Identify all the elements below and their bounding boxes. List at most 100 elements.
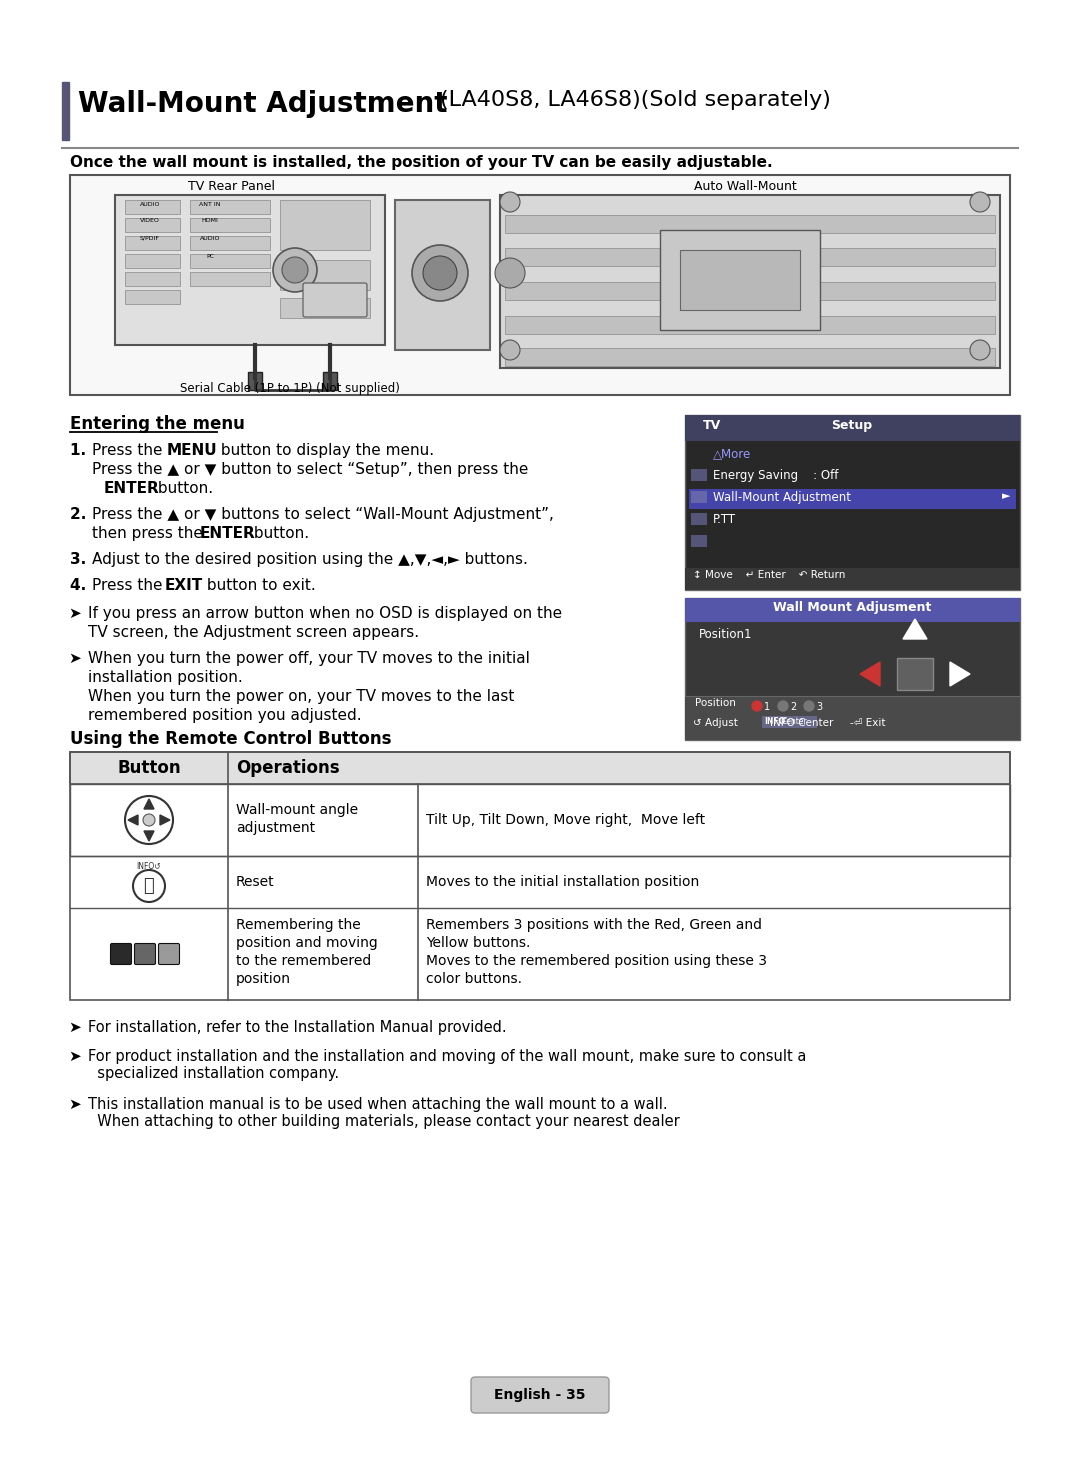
Text: EXIT: EXIT	[165, 578, 203, 593]
Text: Tilt Up, Tilt Down, Move right,  Move left: Tilt Up, Tilt Down, Move right, Move lef…	[426, 813, 705, 827]
Text: Using the Remote Control Buttons: Using the Remote Control Buttons	[70, 730, 391, 748]
Text: then press the: then press the	[92, 526, 207, 542]
Text: Press the: Press the	[92, 578, 167, 593]
Circle shape	[495, 258, 525, 289]
Text: When you turn the power on, your TV moves to the last: When you turn the power on, your TV move…	[87, 689, 514, 704]
Text: INFO: INFO	[764, 717, 785, 726]
Bar	[897, 658, 933, 690]
Circle shape	[804, 701, 814, 711]
Text: Button: Button	[118, 760, 180, 777]
Text: If you press an arrow button when no OSD is displayed on the: If you press an arrow button when no OSD…	[87, 606, 562, 621]
Text: (LA40S8, LA46S8)(Sold separately): (LA40S8, LA46S8)(Sold separately)	[440, 90, 831, 110]
Text: button.: button.	[153, 481, 213, 496]
Bar	[500, 194, 1000, 368]
Text: Press the ▲ or ▼ buttons to select “Wall-Mount Adjustment”,: Press the ▲ or ▼ buttons to select “Wall…	[92, 506, 554, 523]
Text: Wall-mount angle: Wall-mount angle	[237, 804, 359, 817]
Text: Adjust to the desired position using the ▲,▼,◄,► buttons.: Adjust to the desired position using the…	[92, 552, 528, 567]
Bar	[689, 489, 1016, 509]
Bar	[125, 290, 180, 305]
Text: button to display the menu.: button to display the menu.	[216, 443, 434, 458]
Bar	[505, 247, 995, 266]
Text: ➤: ➤	[68, 1050, 81, 1064]
Circle shape	[423, 256, 457, 290]
Bar	[190, 200, 270, 213]
Bar	[680, 250, 800, 311]
Text: Energy Saving    : Off: Energy Saving : Off	[713, 470, 838, 481]
Text: Reset: Reset	[237, 874, 274, 889]
Text: Wall Mount Adjusment: Wall Mount Adjusment	[773, 601, 931, 614]
Text: ↺ Adjust: ↺ Adjust	[693, 718, 738, 729]
Circle shape	[500, 191, 519, 212]
Text: 3: 3	[816, 702, 822, 712]
Bar	[685, 598, 1020, 623]
Text: 3.: 3.	[70, 552, 92, 567]
Text: Remembers 3 positions with the Red, Green and: Remembers 3 positions with the Red, Gree…	[426, 919, 762, 932]
Text: Wall-Mount Adjustment: Wall-Mount Adjustment	[713, 492, 851, 503]
Bar	[660, 230, 820, 330]
Text: ➤: ➤	[68, 1020, 81, 1035]
Polygon shape	[860, 662, 880, 686]
Bar	[190, 272, 270, 286]
Text: AUDIO: AUDIO	[200, 236, 220, 241]
Text: Setup: Setup	[832, 420, 873, 431]
Bar	[505, 283, 995, 300]
Text: This installation manual is to be used when attaching the wall mount to a wall.
: This installation manual is to be used w…	[87, 1097, 679, 1129]
Bar	[190, 255, 270, 268]
FancyBboxPatch shape	[303, 283, 367, 316]
Circle shape	[273, 247, 318, 291]
Bar	[62, 82, 69, 140]
Text: VIDEO: VIDEO	[140, 218, 160, 222]
Bar	[125, 236, 180, 250]
Circle shape	[778, 701, 788, 711]
Text: When you turn the power off, your TV moves to the initial: When you turn the power off, your TV mov…	[87, 651, 530, 665]
Text: ANT IN: ANT IN	[199, 202, 220, 208]
Text: adjustment: adjustment	[237, 821, 315, 835]
Text: ➤: ➤	[68, 651, 81, 665]
FancyBboxPatch shape	[159, 944, 179, 964]
Text: TV: TV	[703, 420, 721, 431]
Circle shape	[411, 244, 468, 300]
Bar	[691, 534, 707, 548]
Text: color buttons.: color buttons.	[426, 972, 522, 986]
Text: AUDIO: AUDIO	[139, 202, 160, 208]
Bar	[248, 372, 262, 390]
Polygon shape	[129, 815, 138, 824]
Bar	[685, 415, 1020, 590]
Text: to the remembered: to the remembered	[237, 954, 372, 969]
Bar	[190, 236, 270, 250]
Text: ➤: ➤	[68, 606, 81, 621]
Polygon shape	[144, 832, 154, 841]
Text: Once the wall mount is installed, the position of your TV can be easily adjustab: Once the wall mount is installed, the po…	[70, 155, 772, 169]
Bar	[125, 272, 180, 286]
Bar	[70, 785, 1010, 857]
Text: 4.: 4.	[70, 578, 92, 593]
Circle shape	[282, 258, 308, 283]
Text: button to exit.: button to exit.	[202, 578, 315, 593]
Polygon shape	[950, 662, 970, 686]
Text: Entering the menu: Entering the menu	[70, 415, 245, 433]
Bar	[280, 200, 370, 250]
Text: Center: Center	[782, 717, 808, 726]
Bar	[505, 316, 995, 334]
Text: -⏎ Exit: -⏎ Exit	[850, 718, 886, 729]
Bar	[280, 261, 370, 290]
Bar	[685, 696, 1020, 740]
Text: ENTER: ENTER	[104, 481, 160, 496]
Bar	[691, 492, 707, 503]
Text: 2.: 2.	[70, 506, 92, 523]
Text: INFO↺: INFO↺	[137, 863, 161, 871]
Bar	[762, 715, 816, 729]
Text: ↕ Move    ↵ Enter    ↶ Return: ↕ Move ↵ Enter ↶ Return	[693, 570, 846, 580]
FancyBboxPatch shape	[135, 944, 156, 964]
Text: Yellow buttons.: Yellow buttons.	[426, 936, 530, 949]
Bar	[395, 200, 490, 350]
Bar	[685, 598, 1020, 740]
Text: Wall-Mount Adjustment: Wall-Mount Adjustment	[78, 90, 457, 118]
Circle shape	[143, 814, 156, 826]
Text: P.TT: P.TT	[713, 514, 737, 526]
Bar	[685, 415, 1020, 442]
Bar	[190, 218, 270, 233]
Text: Serial Cable (1P to 1P) (Not supplied): Serial Cable (1P to 1P) (Not supplied)	[180, 383, 400, 394]
Text: ⓔ: ⓔ	[144, 877, 154, 895]
Bar	[70, 175, 1010, 394]
